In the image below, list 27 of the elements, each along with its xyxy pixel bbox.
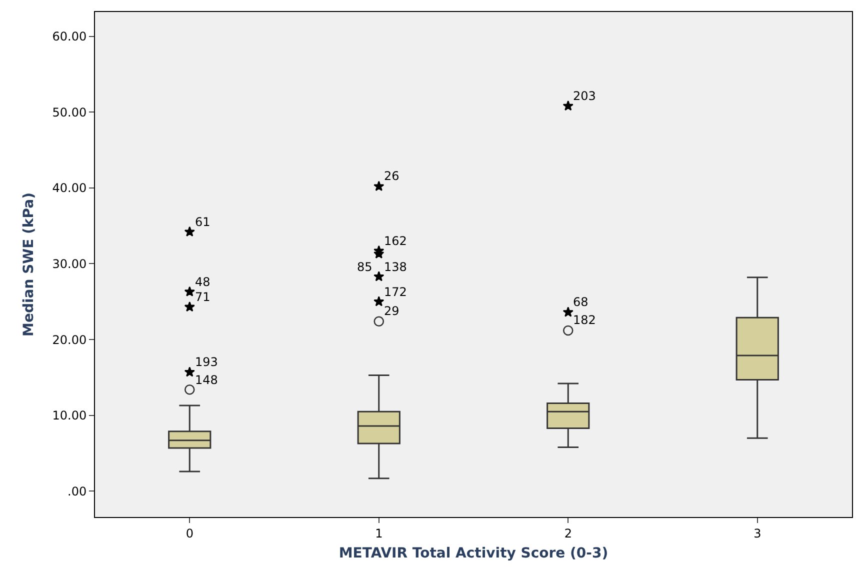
y-tick-label: 40.00 [52, 181, 87, 196]
y-tick-label: 10.00 [52, 408, 87, 423]
annotation: 71 [195, 290, 210, 304]
annotation: 172 [384, 285, 407, 299]
y-axis-title: Median SWE (kPa) [20, 192, 37, 336]
annotation: 203 [573, 89, 596, 103]
annotation: 162 [384, 234, 407, 248]
x-tick-label: 1 [375, 526, 383, 540]
x-tick-label: 3 [754, 526, 762, 540]
y-tick-label: 60.00 [52, 29, 87, 44]
annotation: 29 [384, 304, 400, 318]
annotation: 148 [195, 373, 218, 387]
x-tick-label: 0 [186, 526, 194, 540]
y-tick-label: 20.00 [52, 332, 87, 347]
x-tick-label: 2 [564, 526, 572, 540]
annotation: 138 [384, 260, 407, 274]
y-tick-label: 50.00 [52, 105, 87, 120]
y-tick-label: .00 [68, 484, 87, 498]
annotation: 193 [195, 355, 218, 369]
y-tick-label: 30.00 [52, 256, 87, 271]
annotation: 68 [573, 295, 588, 309]
annotation: 48 [195, 275, 210, 289]
annotation: 85 [357, 260, 372, 274]
annotation: 182 [573, 313, 596, 327]
annotation: 61 [195, 215, 210, 229]
x-axis-title: METAVIR Total Activity Score (0-3) [338, 546, 608, 562]
annotation: 26 [384, 169, 400, 183]
